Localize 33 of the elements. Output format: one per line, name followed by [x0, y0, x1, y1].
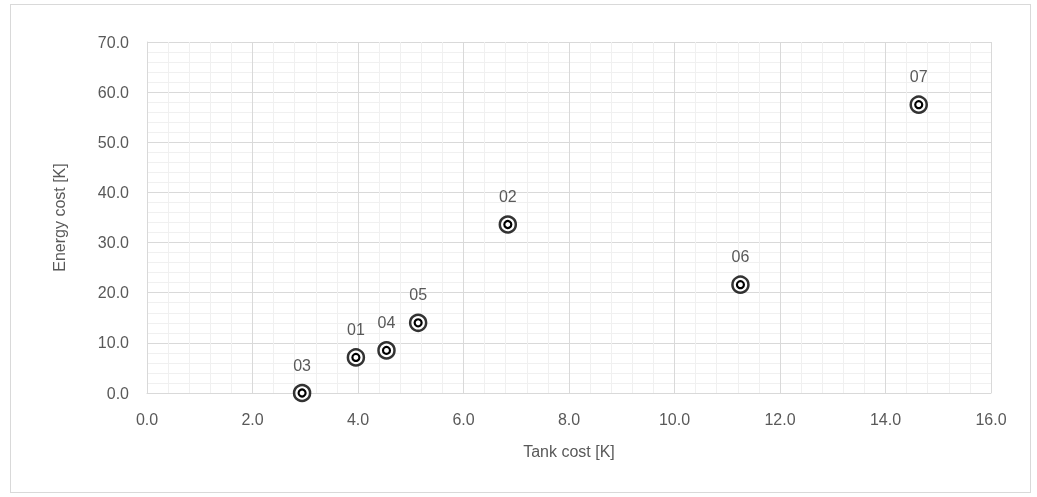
point — [408, 313, 428, 333]
x-tick-label: 6.0 — [452, 410, 475, 428]
x-tick-label: 10.0 — [658, 410, 691, 428]
y-tick-label: 40.0 — [97, 183, 130, 201]
x-tick-label: 16.0 — [975, 410, 1007, 428]
point — [498, 215, 518, 234]
y-tick-label: 0.0 — [106, 384, 130, 402]
point — [377, 341, 396, 360]
annotation: 07 — [909, 68, 928, 86]
annotation: 05 — [409, 286, 428, 304]
x-tick-label: 14.0 — [869, 410, 902, 428]
annotation: 03 — [293, 356, 312, 374]
point — [731, 275, 750, 294]
y-axis-title: Energy cost [K] — [50, 163, 68, 272]
x-tick-label: 2.0 — [241, 410, 264, 428]
annotation: 01 — [346, 320, 365, 338]
x-tick-label: 4.0 — [346, 410, 370, 428]
annotation: 04 — [377, 313, 396, 331]
point — [346, 348, 366, 367]
y-tick-label: 20.0 — [97, 284, 130, 302]
y-tick-label: 30.0 — [97, 234, 130, 252]
point — [909, 95, 928, 114]
x-tick-label: 12.0 — [764, 410, 796, 428]
x-tick-label: 0.0 — [135, 410, 159, 428]
y-tick-label: 10.0 — [97, 334, 130, 352]
annotation: 06 — [731, 248, 750, 266]
y-tick-label: 70.0 — [97, 33, 130, 51]
annotation: 02 — [498, 188, 517, 206]
point — [292, 383, 312, 403]
x-axis-title: Tank cost [K] — [523, 442, 615, 460]
y-tick-label: 50.0 — [97, 133, 130, 151]
x-tick-label: 8.0 — [557, 410, 581, 428]
y-tick-label: 60.0 — [97, 83, 130, 101]
